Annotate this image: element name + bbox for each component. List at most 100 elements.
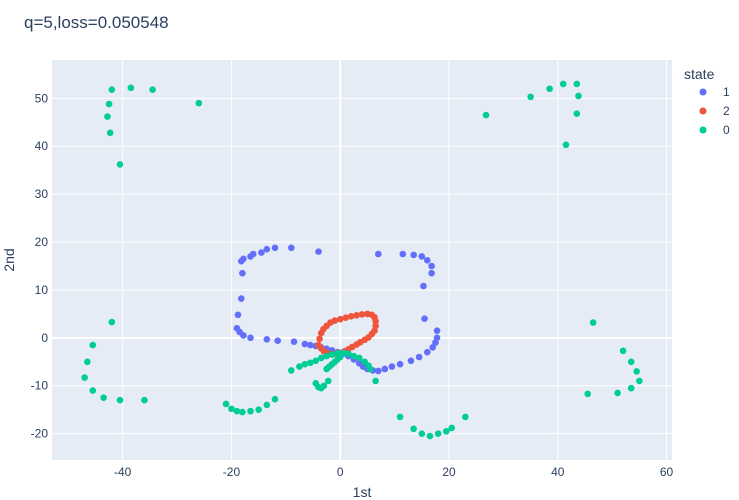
point-state-0 xyxy=(372,377,379,385)
point-state-1 xyxy=(240,332,247,339)
point-state-0 xyxy=(141,396,148,404)
point-state-0 xyxy=(410,425,417,433)
point-state-1 xyxy=(423,348,431,356)
point-state-0 xyxy=(149,86,156,94)
legend-label-1: 1 xyxy=(723,85,730,99)
grid-lines xyxy=(52,60,672,460)
point-state-1 xyxy=(428,269,435,277)
point-state-2 xyxy=(331,317,339,324)
point-state-0 xyxy=(100,394,107,402)
x-tick-label: -20 xyxy=(223,465,241,479)
point-state-0 xyxy=(233,407,241,415)
legend-title: state xyxy=(684,66,715,82)
y-tick-label: -10 xyxy=(31,379,49,393)
point-state-0 xyxy=(116,396,124,404)
point-state-0 xyxy=(228,405,235,413)
point-state-0 xyxy=(366,365,374,373)
point-state-0 xyxy=(355,354,363,362)
point-state-0 xyxy=(81,374,88,381)
point-state-0 xyxy=(442,427,450,435)
point-state-1 xyxy=(258,249,265,256)
point-state-0 xyxy=(324,377,332,385)
legend-marker-2 xyxy=(699,107,707,115)
point-state-0 xyxy=(104,113,111,120)
point-state-0 xyxy=(287,367,295,374)
point-state-0 xyxy=(106,129,114,137)
point-state-0 xyxy=(89,341,97,349)
point-state-1 xyxy=(418,253,426,260)
legend: state 1 2 0 xyxy=(684,66,730,137)
point-state-0 xyxy=(336,353,344,361)
y-tick-labels: -20 -10 0 10 20 30 40 50 xyxy=(31,91,49,440)
point-state-1 xyxy=(433,327,441,334)
point-state-1 xyxy=(307,341,314,349)
point-state-1 xyxy=(381,365,389,373)
point-state-1 xyxy=(247,334,254,342)
legend-marker-1 xyxy=(699,88,707,96)
point-state-0 xyxy=(448,424,456,432)
x-tick-label: 60 xyxy=(660,465,674,479)
point-state-1 xyxy=(290,338,298,345)
point-state-1 xyxy=(315,248,322,255)
point-state-0 xyxy=(546,85,553,93)
point-state-1 xyxy=(410,251,417,259)
point-state-0 xyxy=(426,432,434,440)
point-state-0 xyxy=(296,363,303,370)
point-state-1 xyxy=(420,282,427,290)
y-tick-label: 20 xyxy=(35,235,49,249)
point-state-1 xyxy=(375,367,382,375)
point-state-1 xyxy=(237,295,245,302)
point-state-0 xyxy=(614,389,621,397)
point-state-2 xyxy=(342,314,349,322)
point-state-2 xyxy=(372,317,379,325)
point-state-1 xyxy=(274,337,282,345)
point-state-2 xyxy=(336,315,344,323)
point-state-0 xyxy=(271,395,279,403)
point-state-0 xyxy=(307,359,314,367)
point-state-1 xyxy=(301,340,309,348)
point-state-1 xyxy=(388,363,396,370)
point-state-0 xyxy=(589,319,597,326)
point-state-2 xyxy=(358,311,366,318)
point-state-0 xyxy=(573,80,581,88)
point-state-0 xyxy=(116,161,124,168)
point-state-1 xyxy=(239,269,246,277)
y-tick-label: 50 xyxy=(35,91,49,105)
y-tick-label: 30 xyxy=(35,187,49,201)
point-state-0 xyxy=(350,352,358,360)
y-axis-title: 2nd xyxy=(1,248,17,271)
chart-title: q=5,loss=0.050548 xyxy=(24,13,169,32)
x-tick-label: 0 xyxy=(337,465,344,479)
point-state-0 xyxy=(239,408,246,416)
y-tick-label: 10 xyxy=(35,283,49,297)
point-state-0 xyxy=(328,351,336,358)
point-state-0 xyxy=(434,430,442,437)
point-state-0 xyxy=(127,84,135,92)
point-state-0 xyxy=(323,352,330,360)
point-state-2 xyxy=(317,345,325,352)
point-state-0 xyxy=(222,400,230,408)
point-state-0 xyxy=(562,141,570,149)
point-state-1 xyxy=(429,344,437,351)
legend-label-0: 0 xyxy=(723,123,730,137)
point-state-2 xyxy=(316,335,323,343)
x-tick-label: 20 xyxy=(442,465,456,479)
x-tick-label: -40 xyxy=(114,465,132,479)
point-state-2 xyxy=(347,312,355,320)
x-tick-label: 40 xyxy=(551,465,565,479)
point-state-0 xyxy=(345,350,352,357)
data-points xyxy=(81,80,643,440)
point-state-0 xyxy=(247,407,254,415)
point-state-1 xyxy=(423,256,431,264)
legend-marker-0 xyxy=(699,126,707,134)
point-state-1 xyxy=(421,315,428,322)
point-state-1 xyxy=(247,253,254,260)
point-state-0 xyxy=(312,357,320,365)
point-state-0 xyxy=(633,368,640,375)
y-tick-label: 0 xyxy=(41,331,48,345)
point-state-0 xyxy=(575,92,582,100)
point-state-1 xyxy=(399,250,407,258)
point-state-1 xyxy=(263,245,271,253)
point-state-0 xyxy=(584,390,592,398)
